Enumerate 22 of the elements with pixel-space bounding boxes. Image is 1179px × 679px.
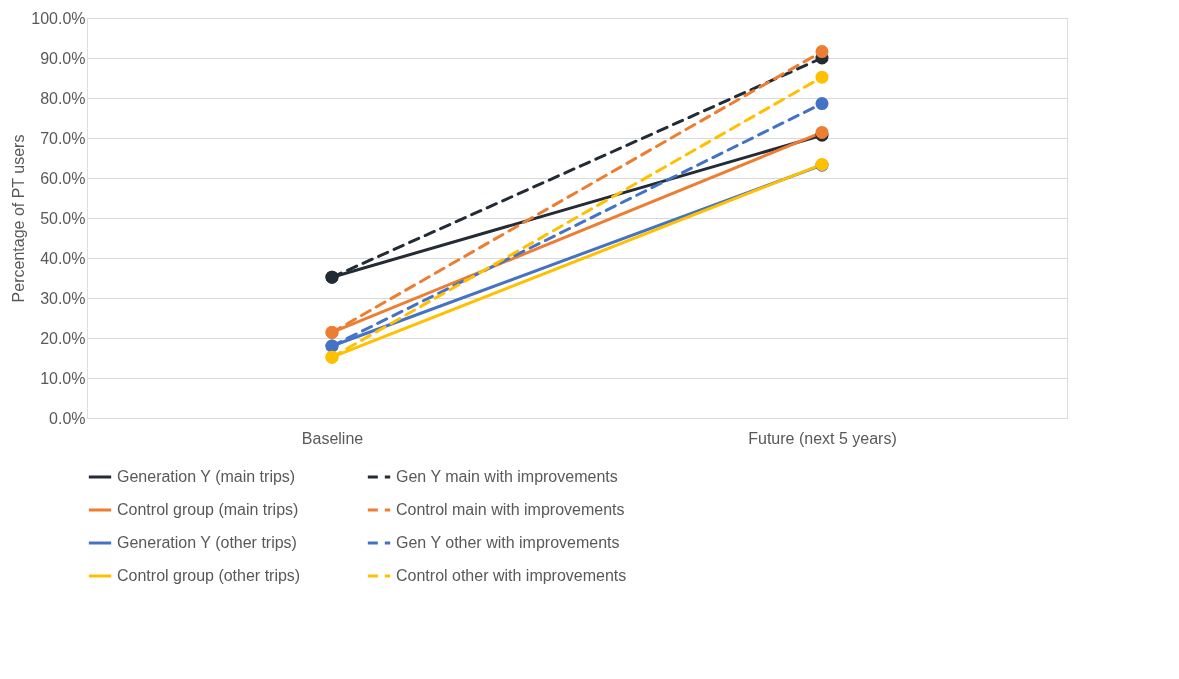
legend-label: Generation Y (other trips) xyxy=(117,534,297,551)
y-tick-label: 20.0% xyxy=(40,329,86,347)
legend-label: Control group (main trips) xyxy=(117,501,299,518)
y-tick-label: 0.0% xyxy=(49,409,86,427)
x-tick-label: Future (next 5 years) xyxy=(748,429,897,447)
y-tick-label: 40.0% xyxy=(40,249,86,267)
y-axis-title: Percentage of PT users xyxy=(10,134,28,303)
y-tick-label: 50.0% xyxy=(40,209,86,227)
legend-label: Gen Y main with improvements xyxy=(396,468,618,485)
y-tick-label: 80.0% xyxy=(40,89,86,107)
y-tick-label: 30.0% xyxy=(40,289,86,307)
legend-label: Generation Y (main trips) xyxy=(117,468,296,485)
legend-label: Control main with improvements xyxy=(396,501,625,518)
y-tick-label: 90.0% xyxy=(40,49,86,67)
y-tick-label: 10.0% xyxy=(40,369,86,387)
y-tick-label: 60.0% xyxy=(40,169,86,187)
x-tick-label: Baseline xyxy=(301,429,364,447)
legend-label: Control other with improvements xyxy=(396,567,627,584)
y-tick-label: 100.0% xyxy=(31,9,86,27)
y-tick-label: 70.0% xyxy=(40,129,86,147)
legend-label: Control group (other trips) xyxy=(117,567,301,584)
legend-label: Gen Y other with improvements xyxy=(396,534,620,551)
